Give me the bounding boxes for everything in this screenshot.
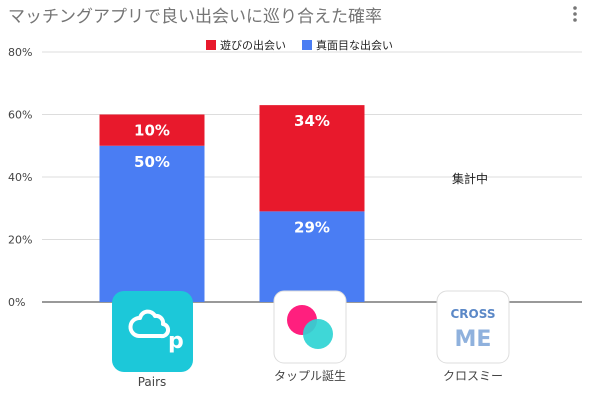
data-label: 10% xyxy=(134,122,170,140)
chart-title: マッチングアプリで良い出会いに巡り合えた確率 xyxy=(8,7,382,27)
legend-label-fun: 遊びの出会い xyxy=(220,38,286,52)
bar-fun xyxy=(259,105,365,212)
annotation-collecting: 集計中 xyxy=(452,171,488,186)
bar-serious xyxy=(99,145,205,302)
tapple-logo-icon xyxy=(273,290,347,364)
legend-swatch-fun xyxy=(206,40,216,50)
crossme-logo-text-top: CROSS xyxy=(451,307,496,321)
data-label: 29% xyxy=(294,218,330,236)
pairs-logo-letter: p xyxy=(168,329,184,354)
category-label-crossme: クロスミー xyxy=(443,369,503,383)
more-options-button[interactable] xyxy=(573,6,577,22)
more-vert-icon[interactable] xyxy=(573,6,577,10)
y-tick-label: 0% xyxy=(8,296,25,309)
legend-label-serious: 真面目な出会い xyxy=(316,38,393,52)
data-labels: 50% 10% 29% 34% xyxy=(134,112,330,236)
y-tick-label: 60% xyxy=(8,109,32,122)
legend-swatch-serious xyxy=(302,40,312,50)
data-label: 50% xyxy=(134,153,170,171)
bar-fun xyxy=(99,114,205,146)
category-label-pairs: Pairs xyxy=(138,375,167,389)
y-tick-label: 80% xyxy=(8,46,32,59)
crossme-logo-icon: CROSS ME xyxy=(436,290,510,364)
y-axis-ticks: 0% 20% 40% 60% 80% xyxy=(8,46,32,309)
y-tick-label: 20% xyxy=(8,234,32,247)
crossme-logo-text-bottom: ME xyxy=(455,327,492,352)
y-tick-label: 40% xyxy=(8,171,32,184)
pairs-logo-icon: p xyxy=(112,291,193,372)
bars xyxy=(99,105,365,302)
data-label: 34% xyxy=(294,112,330,130)
category-label-tapple: タップル誕生 xyxy=(274,369,346,383)
bar-serious xyxy=(259,211,365,302)
legend: 遊びの出会い 真面目な出会い xyxy=(206,38,393,52)
